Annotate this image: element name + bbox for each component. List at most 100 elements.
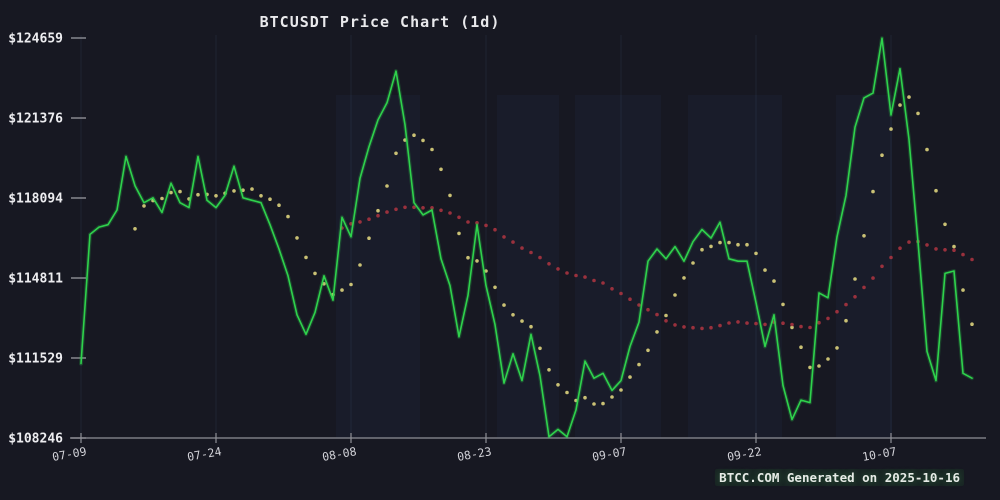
- ma-dot: [943, 222, 947, 227]
- ma-dot: [799, 324, 803, 329]
- y-axis: $124659 $121376 $118094 $114811 $111529 $1082…: [8, 32, 86, 447]
- ma-dot: [862, 234, 866, 238]
- ma-dot: [538, 346, 542, 351]
- ma-dot: [277, 203, 281, 207]
- ma-dot: [817, 320, 821, 325]
- ma-dot: [502, 303, 506, 307]
- ma-dot: [322, 282, 326, 286]
- ma-dot: [682, 325, 686, 329]
- ma-dot: [133, 227, 137, 231]
- ma-dot: [898, 246, 902, 250]
- ma-dot: [268, 197, 272, 201]
- ma-dot: [529, 324, 533, 329]
- ma-dot: [790, 322, 794, 327]
- ma-dot: [691, 325, 695, 330]
- ma-dot: [601, 401, 605, 406]
- ma-dot: [295, 236, 299, 240]
- ma-dot: [637, 303, 641, 307]
- ma-dot: [412, 133, 416, 137]
- ma-dot: [934, 188, 938, 193]
- ma-dot: [232, 189, 236, 193]
- ma-dot: [718, 240, 722, 245]
- ma-dot: [439, 208, 443, 213]
- ma-dot: [547, 262, 551, 266]
- ma-dot: [871, 189, 875, 194]
- ma-dot: [916, 111, 920, 116]
- ma-dot: [358, 220, 362, 224]
- ma-dot: [628, 375, 632, 379]
- ma-dot: [484, 223, 488, 228]
- ma-dot: [952, 248, 956, 252]
- ma-dot: [214, 194, 218, 198]
- ma-dot: [385, 210, 389, 214]
- ma-dot: [808, 325, 812, 330]
- ma-dot: [556, 267, 560, 271]
- ma-dot: [493, 227, 497, 232]
- ma-dot: [160, 196, 164, 201]
- ma-dot: [772, 279, 776, 283]
- ma-dot: [385, 184, 389, 188]
- ma-dot: [664, 313, 668, 318]
- ma-dot: [961, 288, 965, 292]
- ma-dot: [610, 287, 614, 291]
- ma-dot: [691, 261, 695, 265]
- ma-dot: [736, 242, 740, 247]
- ma-dot: [808, 365, 812, 370]
- ma-dot: [682, 276, 686, 280]
- ma-dot: [727, 321, 731, 325]
- watermark-footer: BTCC.COM Generated on 2025-10-16: [715, 469, 964, 486]
- ma-dot: [592, 278, 596, 283]
- ma-dot: [799, 345, 803, 350]
- ma-dot: [349, 222, 353, 226]
- ma-dot: [835, 309, 839, 314]
- ma-dot: [412, 205, 416, 210]
- ma-dot: [448, 211, 452, 215]
- ma-dot: [538, 255, 542, 260]
- ma-dot: [880, 153, 884, 157]
- ma-dot: [520, 319, 524, 323]
- x-tick-label: 08-23: [456, 444, 493, 464]
- ma-dot: [889, 127, 893, 131]
- ma-dot: [466, 255, 470, 260]
- ma-dot: [880, 264, 884, 269]
- ma-dot: [583, 395, 587, 400]
- ma-dot: [313, 271, 317, 276]
- y-tick-label: $124659: [8, 32, 63, 47]
- ma-dot: [196, 192, 200, 197]
- ma-dot: [736, 320, 740, 324]
- ma-dot: [241, 188, 245, 192]
- ma-dot: [907, 240, 911, 244]
- ma-dot: [754, 251, 758, 256]
- x-tick-label: 09-07: [591, 444, 628, 464]
- ma-dot: [178, 189, 182, 194]
- ma-dot: [520, 246, 524, 250]
- x-tick-label: 09-22: [726, 444, 763, 464]
- ma-dot: [700, 326, 704, 331]
- ma-dot: [745, 321, 749, 325]
- ma-dot: [781, 321, 785, 326]
- ma-dot: [826, 357, 830, 361]
- ma-dot: [925, 243, 929, 247]
- ma-dot: [727, 240, 731, 245]
- ma-dot: [943, 248, 947, 252]
- gridlines: [80, 35, 892, 438]
- ma-dot: [673, 323, 677, 327]
- ma-dot: [763, 268, 767, 272]
- ma30-dots: [340, 205, 974, 331]
- ma-dot: [790, 325, 794, 330]
- ma-dot: [709, 325, 713, 330]
- ma-dot: [898, 103, 902, 107]
- ma-dot: [646, 307, 650, 312]
- x-tick-label: 10-07: [861, 444, 898, 464]
- price-line: [79, 36, 974, 439]
- ma-dot: [664, 319, 668, 323]
- ma-dot: [565, 271, 569, 275]
- ma-dot: [592, 402, 596, 406]
- ma-dot: [655, 312, 659, 317]
- ma-dot: [448, 193, 452, 198]
- ma-dot: [610, 395, 614, 399]
- ma-dot: [259, 194, 263, 198]
- ma-dot: [376, 208, 380, 213]
- ma-dot: [709, 244, 713, 249]
- ma-dot: [547, 368, 551, 372]
